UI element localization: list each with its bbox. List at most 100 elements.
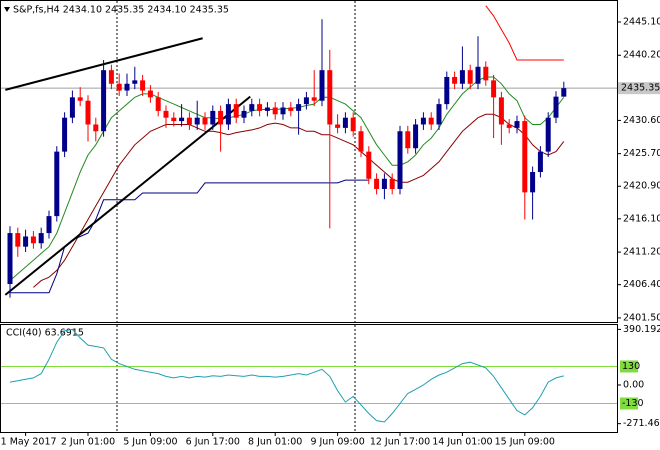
cci-frame — [0, 324, 618, 433]
candle-body — [85, 100, 91, 125]
cci-title: CCI(40) 63.6915 — [6, 328, 84, 339]
candle-body — [537, 151, 543, 172]
candle-body — [335, 124, 341, 128]
trendline — [4, 95, 251, 296]
chart-title: S&P,fs,H4 2434.10 2435.35 2434.10 2435.3… — [13, 5, 229, 16]
candle-body — [69, 97, 75, 118]
y-tick-label: 2420.90 — [623, 181, 660, 192]
candle-body — [233, 104, 239, 118]
candle-body — [366, 151, 372, 179]
candle-body — [327, 70, 333, 125]
candle-body — [62, 117, 68, 152]
candle-body — [124, 83, 130, 91]
candle-body — [108, 70, 114, 84]
candle-body — [249, 104, 255, 111]
cci-tick-label: 0.00 — [623, 379, 644, 390]
candle-body — [444, 76, 450, 105]
x-tick-label: 14 Jun 01:00 — [432, 437, 492, 448]
candle-body — [272, 107, 278, 115]
candle-body — [553, 96, 559, 118]
y-tick-label: 2430.60 — [623, 115, 660, 126]
candle-body — [210, 110, 216, 125]
candle-body — [545, 117, 551, 152]
candle-body — [436, 104, 442, 125]
cci-tick-label: 390.1923 — [623, 324, 660, 335]
candle-body — [140, 80, 146, 91]
candle-body — [179, 117, 185, 122]
cci-level-label: -130 — [622, 398, 644, 409]
y-tick-label: 2406.40 — [623, 279, 660, 290]
candle-body — [319, 70, 325, 101]
candle-body — [147, 90, 153, 98]
candle-body — [374, 178, 380, 189]
x-tick-label: 12 Jun 17:00 — [370, 437, 430, 448]
cci-level-box — [620, 360, 638, 373]
cci-level-box — [620, 397, 638, 410]
candle-body — [522, 121, 528, 193]
candle-body — [15, 233, 21, 247]
candle-body — [93, 124, 99, 132]
candle-body — [46, 216, 52, 234]
candle-body — [23, 236, 29, 247]
candle-body — [171, 117, 177, 122]
candle-body — [225, 104, 231, 125]
candle-body — [342, 117, 348, 128]
candle-body — [467, 70, 473, 84]
cci-line — [9, 328, 564, 423]
candle-body — [303, 97, 309, 105]
candle-body — [296, 104, 302, 111]
candle-body — [101, 70, 107, 132]
candle-body — [132, 80, 138, 84]
candle-body — [77, 97, 83, 101]
candle-body — [264, 107, 270, 111]
y-tick-label: 2416.10 — [623, 213, 660, 224]
candle-body — [257, 104, 263, 111]
candle-body — [491, 80, 497, 98]
x-tick-label: 31 May 2017 — [0, 437, 57, 448]
candle-body — [350, 117, 356, 132]
x-tick-label: 15 Jun 09:00 — [495, 437, 555, 448]
x-tick-label: 9 Jun 09:00 — [310, 437, 364, 448]
x-tick-label: 5 Jun 09:00 — [123, 437, 177, 448]
y-tick-label: 2425.70 — [623, 148, 660, 159]
candle-body — [389, 178, 395, 189]
candle-body — [428, 117, 434, 125]
candle-body — [194, 117, 200, 125]
x-tick-label: 2 Jun 01:00 — [61, 437, 115, 448]
x-tick-label: 8 Jun 01:00 — [248, 437, 302, 448]
candle-body — [311, 97, 317, 101]
candle-body — [116, 83, 122, 91]
x-tick-label: 6 Jun 17:00 — [186, 437, 240, 448]
cci-plot — [1, 328, 617, 423]
candle-body — [498, 97, 504, 125]
candle-body — [202, 117, 208, 125]
candle-body — [381, 178, 387, 189]
indicator-line — [9, 76, 565, 281]
y-tick-label: 2411.20 — [623, 247, 660, 258]
candle-body — [241, 110, 247, 118]
candle-body — [280, 107, 286, 115]
candle-body — [514, 121, 520, 128]
y-tick-label: 2445.10 — [623, 16, 660, 27]
candle-body — [54, 151, 60, 217]
candle-body — [155, 97, 161, 111]
candle-body — [483, 66, 489, 81]
candle-body — [475, 66, 481, 84]
candle-body — [459, 70, 465, 84]
y-tick-label: 2440.20 — [623, 50, 660, 61]
candle-body — [163, 110, 169, 118]
candle-body — [452, 76, 458, 84]
indicator-line — [485, 5, 564, 61]
y-tick-label: 2401.50 — [623, 312, 660, 323]
candle-body — [288, 107, 294, 111]
candle-body — [405, 131, 411, 149]
candle-body — [561, 88, 567, 97]
menu-icon[interactable] — [4, 7, 10, 12]
candle-body — [186, 117, 192, 125]
candle-body — [7, 233, 13, 284]
candle-body — [506, 124, 512, 128]
main-plot — [1, 5, 617, 298]
candle-body — [397, 131, 403, 189]
